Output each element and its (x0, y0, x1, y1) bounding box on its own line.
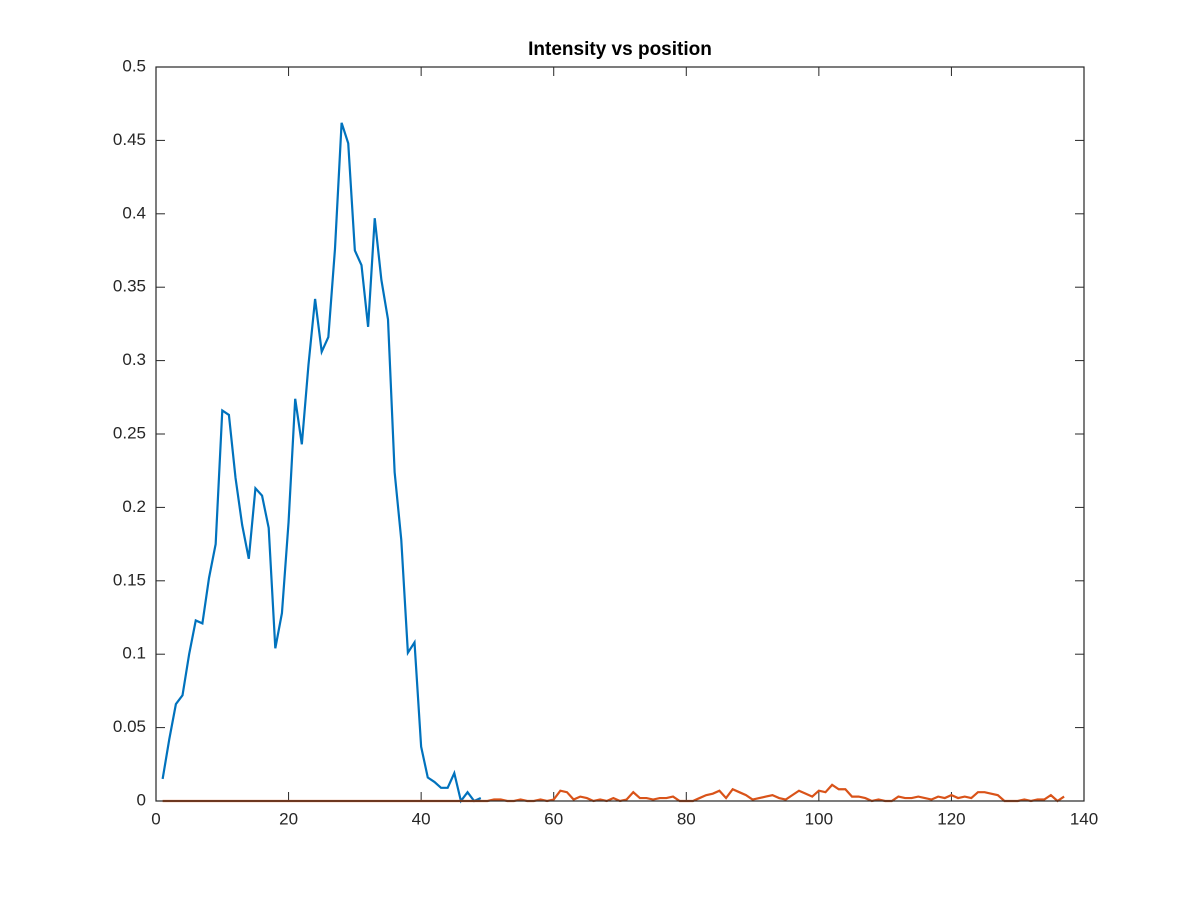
y-tick-label: 0.15 (113, 570, 146, 589)
x-tick-label: 20 (279, 809, 298, 828)
x-tick-label: 80 (677, 809, 696, 828)
y-tick-label: 0.35 (113, 277, 146, 296)
y-tick-label: 0.25 (113, 423, 146, 442)
x-tick-label: 60 (544, 809, 563, 828)
x-tick-label: 140 (1070, 809, 1098, 828)
y-tick-label: 0.1 (122, 644, 146, 663)
x-tick-label: 100 (805, 809, 833, 828)
chart-title: Intensity vs position (528, 39, 712, 60)
x-tick-label: 40 (412, 809, 431, 828)
y-tick-label: 0.45 (113, 130, 146, 149)
y-tick-label: 0.5 (122, 56, 146, 75)
y-tick-label: 0.4 (122, 203, 146, 222)
x-tick-label: 120 (937, 809, 965, 828)
x-tick-label: 0 (151, 809, 160, 828)
y-tick-label: 0.2 (122, 497, 146, 516)
y-tick-label: 0 (137, 790, 146, 809)
data-line (161, 122, 482, 804)
axes-box (155, 66, 1085, 802)
y-tick-label: 0.3 (122, 350, 146, 369)
y-tick-label: 0.05 (113, 717, 146, 736)
